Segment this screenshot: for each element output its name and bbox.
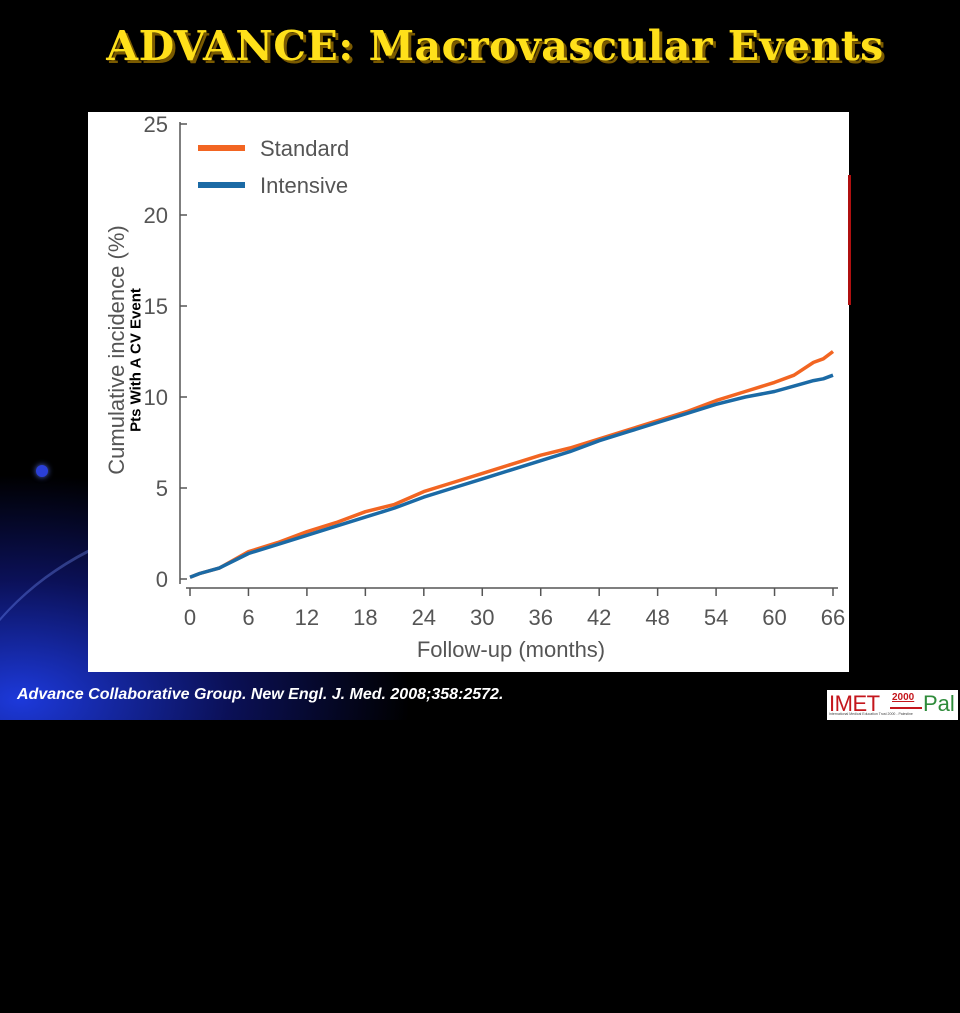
chart-legend: Standard Intensive — [198, 136, 349, 198]
y-ticks: 0 5 10 15 20 25 — [144, 112, 187, 592]
y-tick-label: 15 — [144, 294, 168, 319]
x-tick-label: 30 — [470, 605, 494, 630]
x-tick-label: 60 — [762, 605, 786, 630]
x-tick-label: 12 — [295, 605, 319, 630]
slide-title: ADVANCE: Macrovascular Events — [106, 22, 884, 70]
y-tick-label: 5 — [156, 476, 168, 501]
chart-panel: 0 5 10 15 20 25 0 6 12 18 24 30 36 42 48 54 60 66 Cumula… — [88, 112, 849, 672]
overlay-label: Pts With A CV Event — [127, 288, 145, 432]
logo-main-text: IMET — [829, 691, 880, 716]
y-tick-label: 0 — [156, 567, 168, 592]
y-tick-label: 25 — [144, 112, 168, 137]
bullet-dot — [36, 465, 48, 477]
x-tick-label: 54 — [704, 605, 728, 630]
y-tick-label: 20 — [144, 203, 168, 228]
x-tick-label: 0 — [184, 605, 196, 630]
x-tick-label: 6 — [242, 605, 254, 630]
chart-svg: 0 5 10 15 20 25 0 6 12 18 24 30 36 42 48 54 60 66 Cumula… — [104, 112, 845, 662]
x-tick-label: 42 — [587, 605, 611, 630]
series-lines — [189, 350, 835, 579]
x-tick-label: 36 — [528, 605, 552, 630]
x-axis-label: Follow-up (months) — [417, 637, 605, 662]
x-tick-label: 24 — [412, 605, 436, 630]
legend-label-intensive: Intensive — [260, 173, 348, 198]
legend-label-standard: Standard — [260, 136, 349, 161]
x-ticks: 0 6 12 18 24 30 36 42 48 54 60 66 — [184, 588, 845, 630]
logo-suffix: Pal — [923, 691, 955, 716]
logo-tagline: International Medical Education Trust 20… — [829, 712, 913, 716]
citation: Advance Collaborative Group. New Engl. J… — [17, 686, 504, 703]
logo-bar — [890, 707, 922, 709]
x-tick-label: 48 — [645, 605, 669, 630]
series-line-intensive — [189, 373, 834, 579]
y-tick-label: 10 — [144, 385, 168, 410]
x-tick-label: 66 — [821, 605, 845, 630]
series-line-standard — [189, 350, 835, 579]
chart-axes — [179, 122, 838, 589]
decorative-red-line — [848, 175, 851, 305]
x-tick-label: 18 — [353, 605, 377, 630]
logo-year: 2000 — [892, 692, 915, 703]
y-axis-label: Cumulative incidence (%) — [104, 225, 129, 474]
imet-logo: IMET 2000 Pal International Medical Educ… — [827, 690, 958, 720]
